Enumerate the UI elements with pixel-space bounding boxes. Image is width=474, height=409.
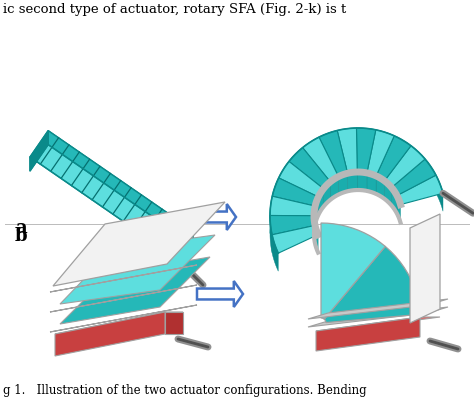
Wedge shape bbox=[356, 129, 376, 173]
Polygon shape bbox=[330, 177, 338, 200]
Polygon shape bbox=[308, 307, 448, 327]
Polygon shape bbox=[314, 216, 315, 244]
Polygon shape bbox=[50, 285, 197, 312]
Polygon shape bbox=[48, 131, 193, 245]
Polygon shape bbox=[272, 178, 279, 215]
Wedge shape bbox=[270, 216, 315, 235]
Polygon shape bbox=[50, 305, 197, 332]
Polygon shape bbox=[279, 162, 289, 196]
Text: g 1.   Illustration of the two actuator configurations. Bending: g 1. Illustration of the two actuator co… bbox=[3, 383, 366, 396]
Wedge shape bbox=[270, 197, 315, 216]
Polygon shape bbox=[392, 188, 397, 214]
Polygon shape bbox=[50, 265, 197, 292]
Wedge shape bbox=[392, 160, 436, 196]
Text: ic second type of actuator, rotary SFA (Fig. 2-k) is t: ic second type of actuator, rotary SFA (… bbox=[3, 3, 346, 16]
Polygon shape bbox=[338, 174, 347, 195]
Polygon shape bbox=[384, 182, 392, 206]
Polygon shape bbox=[55, 312, 183, 334]
Polygon shape bbox=[270, 197, 272, 234]
Polygon shape bbox=[394, 137, 411, 164]
Wedge shape bbox=[319, 131, 347, 177]
Polygon shape bbox=[315, 226, 318, 253]
Wedge shape bbox=[367, 130, 394, 176]
Wedge shape bbox=[384, 146, 425, 188]
Text: b: b bbox=[15, 227, 27, 245]
Polygon shape bbox=[175, 231, 193, 271]
Wedge shape bbox=[302, 138, 338, 182]
Polygon shape bbox=[53, 202, 225, 286]
Polygon shape bbox=[60, 257, 210, 324]
Polygon shape bbox=[425, 160, 436, 194]
Polygon shape bbox=[376, 130, 394, 155]
Polygon shape bbox=[319, 189, 323, 216]
Polygon shape bbox=[436, 176, 443, 212]
Polygon shape bbox=[376, 176, 384, 199]
Wedge shape bbox=[272, 178, 319, 207]
Polygon shape bbox=[165, 312, 183, 334]
Polygon shape bbox=[367, 173, 376, 194]
Wedge shape bbox=[337, 129, 357, 174]
Polygon shape bbox=[356, 129, 376, 148]
Polygon shape bbox=[30, 131, 48, 172]
Polygon shape bbox=[411, 146, 425, 178]
Text: a: a bbox=[15, 218, 27, 236]
Polygon shape bbox=[410, 214, 440, 323]
Polygon shape bbox=[30, 131, 193, 257]
Polygon shape bbox=[316, 317, 440, 331]
Polygon shape bbox=[397, 196, 401, 223]
Polygon shape bbox=[197, 281, 243, 307]
Polygon shape bbox=[190, 204, 236, 230]
Wedge shape bbox=[376, 137, 411, 182]
Polygon shape bbox=[337, 129, 356, 149]
Polygon shape bbox=[323, 182, 330, 207]
Polygon shape bbox=[357, 173, 367, 191]
Wedge shape bbox=[397, 176, 443, 205]
Polygon shape bbox=[270, 216, 272, 253]
Polygon shape bbox=[272, 235, 278, 272]
Polygon shape bbox=[302, 138, 319, 166]
Wedge shape bbox=[272, 226, 318, 254]
Polygon shape bbox=[314, 207, 315, 234]
Polygon shape bbox=[60, 236, 215, 304]
Polygon shape bbox=[324, 247, 420, 323]
Polygon shape bbox=[319, 131, 337, 156]
Polygon shape bbox=[321, 223, 385, 319]
Polygon shape bbox=[289, 148, 302, 180]
Polygon shape bbox=[315, 198, 319, 225]
Polygon shape bbox=[316, 317, 420, 351]
Wedge shape bbox=[289, 148, 330, 189]
Polygon shape bbox=[55, 312, 165, 356]
Wedge shape bbox=[279, 162, 323, 198]
Polygon shape bbox=[308, 299, 448, 319]
Polygon shape bbox=[347, 173, 357, 192]
